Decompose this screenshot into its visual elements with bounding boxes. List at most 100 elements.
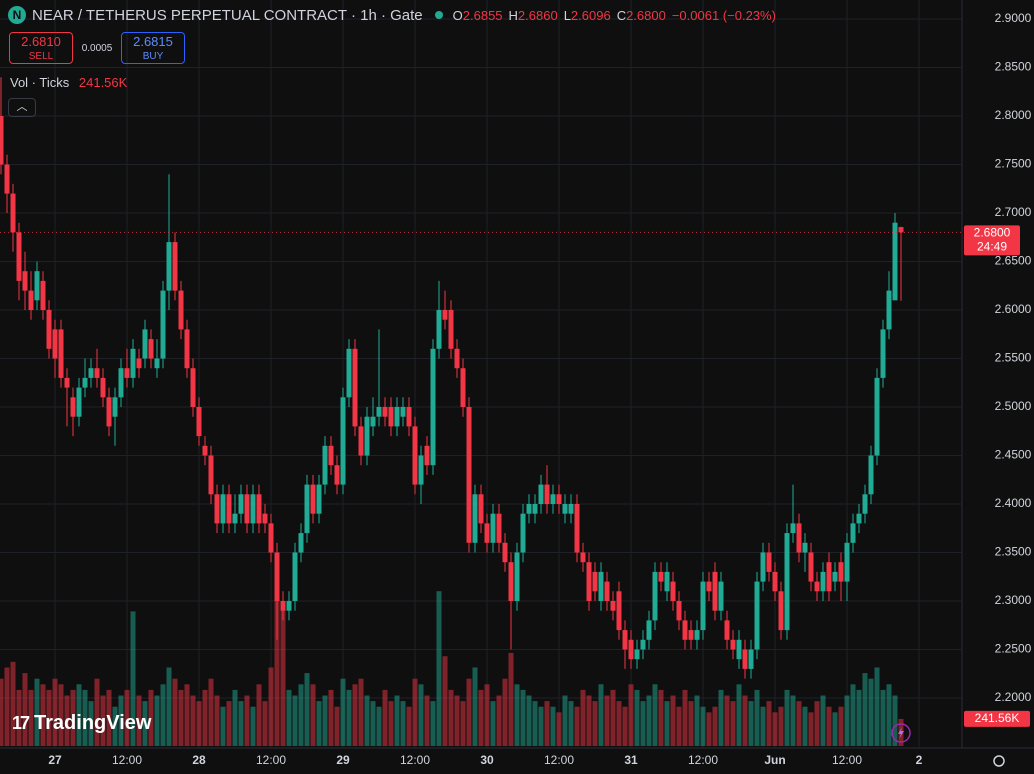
volume-bar xyxy=(268,667,274,746)
volume-bar xyxy=(376,706,382,746)
candle-body xyxy=(376,406,382,417)
candle-body xyxy=(406,406,412,427)
candle-body xyxy=(586,562,592,601)
volume-bar xyxy=(622,706,628,746)
y-tick-label: 2.5500 xyxy=(995,351,1032,365)
candle-body xyxy=(796,523,802,553)
y-tick-label: 2.3000 xyxy=(995,593,1032,607)
candle-body xyxy=(82,377,88,388)
collapse-button[interactable]: ︿ xyxy=(8,98,36,117)
volume-bar xyxy=(604,695,610,746)
spread: 0.0005 xyxy=(81,42,113,54)
volume-bar xyxy=(82,689,88,746)
volume-bar xyxy=(280,605,286,746)
volume-bar xyxy=(448,689,454,746)
candle-body xyxy=(196,406,202,437)
volume-bar xyxy=(886,684,892,746)
candle-body xyxy=(208,455,214,495)
candle-body xyxy=(688,630,694,640)
watermark: 17 TradingView xyxy=(12,712,151,735)
volume-bar xyxy=(688,701,694,746)
volume-bar xyxy=(64,695,70,746)
volume-bar xyxy=(10,661,16,746)
volume-bar xyxy=(352,684,358,746)
volume-bar xyxy=(634,689,640,746)
volume-bar xyxy=(46,689,52,746)
y-tick-label: 2.2000 xyxy=(995,690,1032,704)
candle-body xyxy=(508,562,514,601)
volume-bar xyxy=(808,712,814,746)
candle-body xyxy=(28,290,34,311)
x-tick-label: 12:00 xyxy=(832,753,862,767)
volume-bar xyxy=(142,701,148,746)
candle-body xyxy=(658,571,664,582)
candle-body xyxy=(124,368,130,378)
volume-bar xyxy=(382,689,388,746)
candle-body xyxy=(352,348,358,427)
volume-bar xyxy=(796,701,802,746)
volume-label-box xyxy=(964,710,1030,727)
x-tick-label: 12:00 xyxy=(400,753,430,767)
ohlc-legend: O2.6855 H2.6860 L2.6096 C2.6800 xyxy=(453,8,666,23)
candle-body xyxy=(118,368,124,398)
candle-body xyxy=(856,513,862,524)
candle-body xyxy=(892,222,898,301)
chart-title[interactable]: NEAR / TETHERUS PERPETUAL CONTRACT · 1h … xyxy=(32,6,423,24)
volume-bar xyxy=(76,684,82,746)
candle-body xyxy=(382,406,388,417)
candle-body xyxy=(232,513,238,524)
buy-button[interactable]: 2.6815 BUY xyxy=(121,32,185,64)
volume-bar xyxy=(772,712,778,746)
volume-bar xyxy=(310,684,316,746)
y-tick-label: 2.4500 xyxy=(995,448,1032,462)
x-tick-label: 31 xyxy=(624,753,638,767)
volume-bar xyxy=(70,689,76,746)
candle-body xyxy=(298,533,304,553)
volume-bar xyxy=(304,673,310,746)
candle-body xyxy=(250,494,256,524)
y-tick-label: 2.5000 xyxy=(995,399,1032,413)
candle-body xyxy=(844,542,850,582)
candle-body xyxy=(226,494,232,524)
volume-bar xyxy=(544,701,550,746)
candle-body xyxy=(850,523,856,543)
candle-body xyxy=(214,494,220,524)
alert-icon xyxy=(891,723,911,743)
volume-bar xyxy=(184,684,190,746)
volume-bar xyxy=(292,695,298,746)
candle-body xyxy=(316,484,322,514)
volume-bar xyxy=(160,684,166,746)
candle-body xyxy=(346,348,352,398)
candle-body xyxy=(640,639,646,650)
volume-bar xyxy=(40,684,46,746)
volume-layer xyxy=(0,591,904,746)
volume-bar xyxy=(340,678,346,746)
ohlc-label: H xyxy=(508,7,518,23)
x-tick-label: 28 xyxy=(192,753,206,767)
buy-price: 2.6815 xyxy=(133,34,173,49)
y-tick-label: 2.8000 xyxy=(995,108,1032,122)
candle-body xyxy=(580,552,586,563)
volume-bar xyxy=(418,684,424,746)
candle-body xyxy=(442,310,448,320)
volume-bar xyxy=(136,695,142,746)
candle-body xyxy=(0,116,4,165)
volume-bar xyxy=(154,695,160,746)
volume-bar xyxy=(610,689,616,746)
volume-bar xyxy=(58,684,64,746)
volume-bar xyxy=(694,695,700,746)
alert-bolt xyxy=(898,727,904,739)
volume-bar xyxy=(430,701,436,746)
watermark-logo: 17 xyxy=(12,713,30,733)
candle-body xyxy=(70,397,76,417)
sell-button[interactable]: 2.6810 SELL xyxy=(9,32,73,64)
candle-body xyxy=(664,571,670,592)
price-axis-bg xyxy=(962,0,1034,774)
volume-bar xyxy=(466,678,472,746)
y-tick-label: 2.9000 xyxy=(995,11,1032,25)
y-tick-label: 2.7000 xyxy=(995,205,1032,219)
volume-bar xyxy=(346,689,352,746)
candle-body xyxy=(100,377,106,398)
y-tick-label: 2.2500 xyxy=(995,642,1032,656)
volume-bar xyxy=(838,706,844,746)
